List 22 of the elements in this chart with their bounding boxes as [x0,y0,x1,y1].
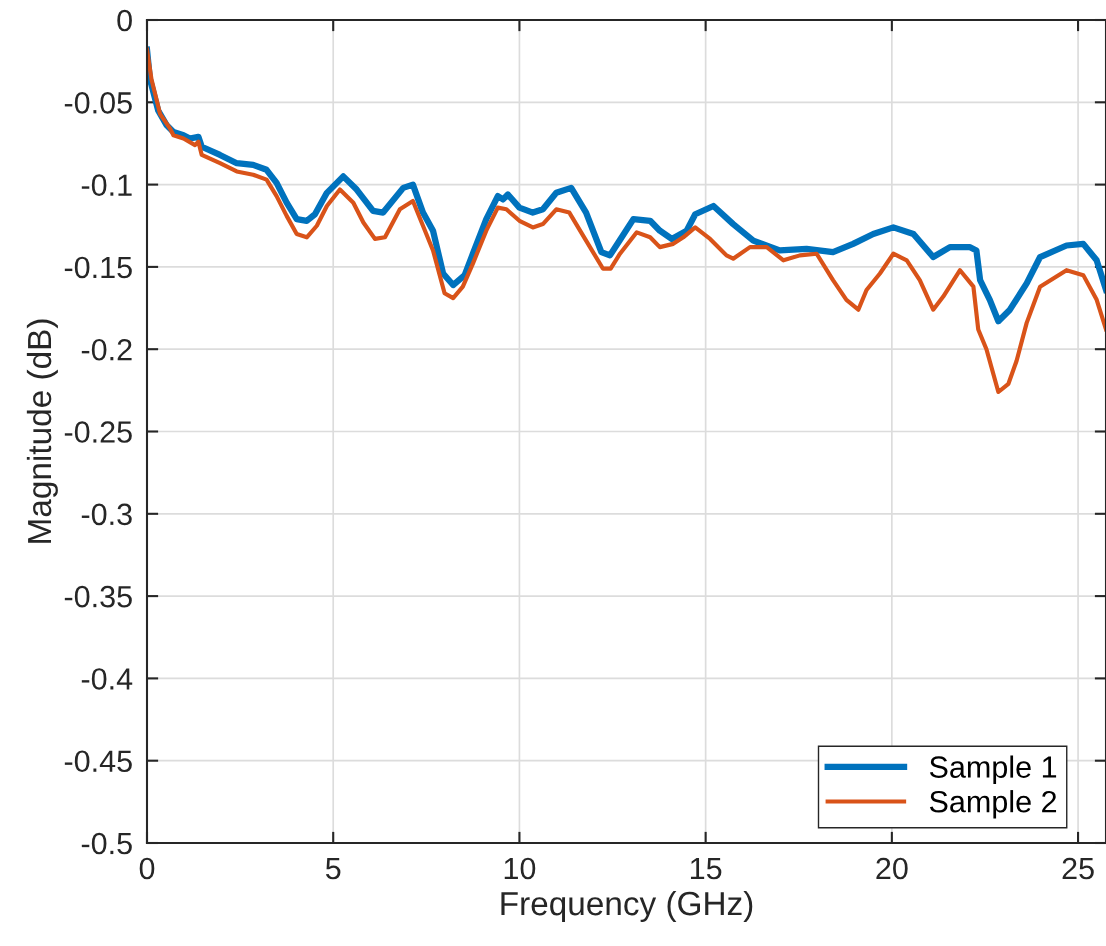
y-tick-label: -0.15 [64,256,132,279]
y-tick-label: 0 [117,9,132,32]
y-tick-label: -0.1 [81,174,132,196]
y-tick-label: -0.35 [64,585,132,608]
y-axis-title: Magnitude (dB) [26,319,58,543]
x-tick-label: 15 [690,858,722,880]
y-tick-label: -0.4 [81,668,133,690]
y-tick-label: -0.45 [64,750,132,773]
y-tick-label: -0.3 [81,503,132,526]
x-tick-label: 5 [325,858,341,880]
x-tick-label: 20 [876,857,908,880]
line-series [147,47,1106,395]
legend-label: Sample 1 [929,755,1057,784]
y-tick-label: -0.05 [64,92,132,114]
x-tick-label: 25 [1062,857,1094,880]
x-axis-title: Frequency (GHz) [501,890,753,922]
y-tick-label: -0.5 [81,832,132,855]
legend-label: Sample 2 [929,790,1057,819]
y-tick-label: -0.25 [64,421,132,443]
y-tick-label: -0.2 [81,338,132,361]
x-tick-label: 10 [504,857,536,880]
x-tick-label: 0 [139,857,155,880]
